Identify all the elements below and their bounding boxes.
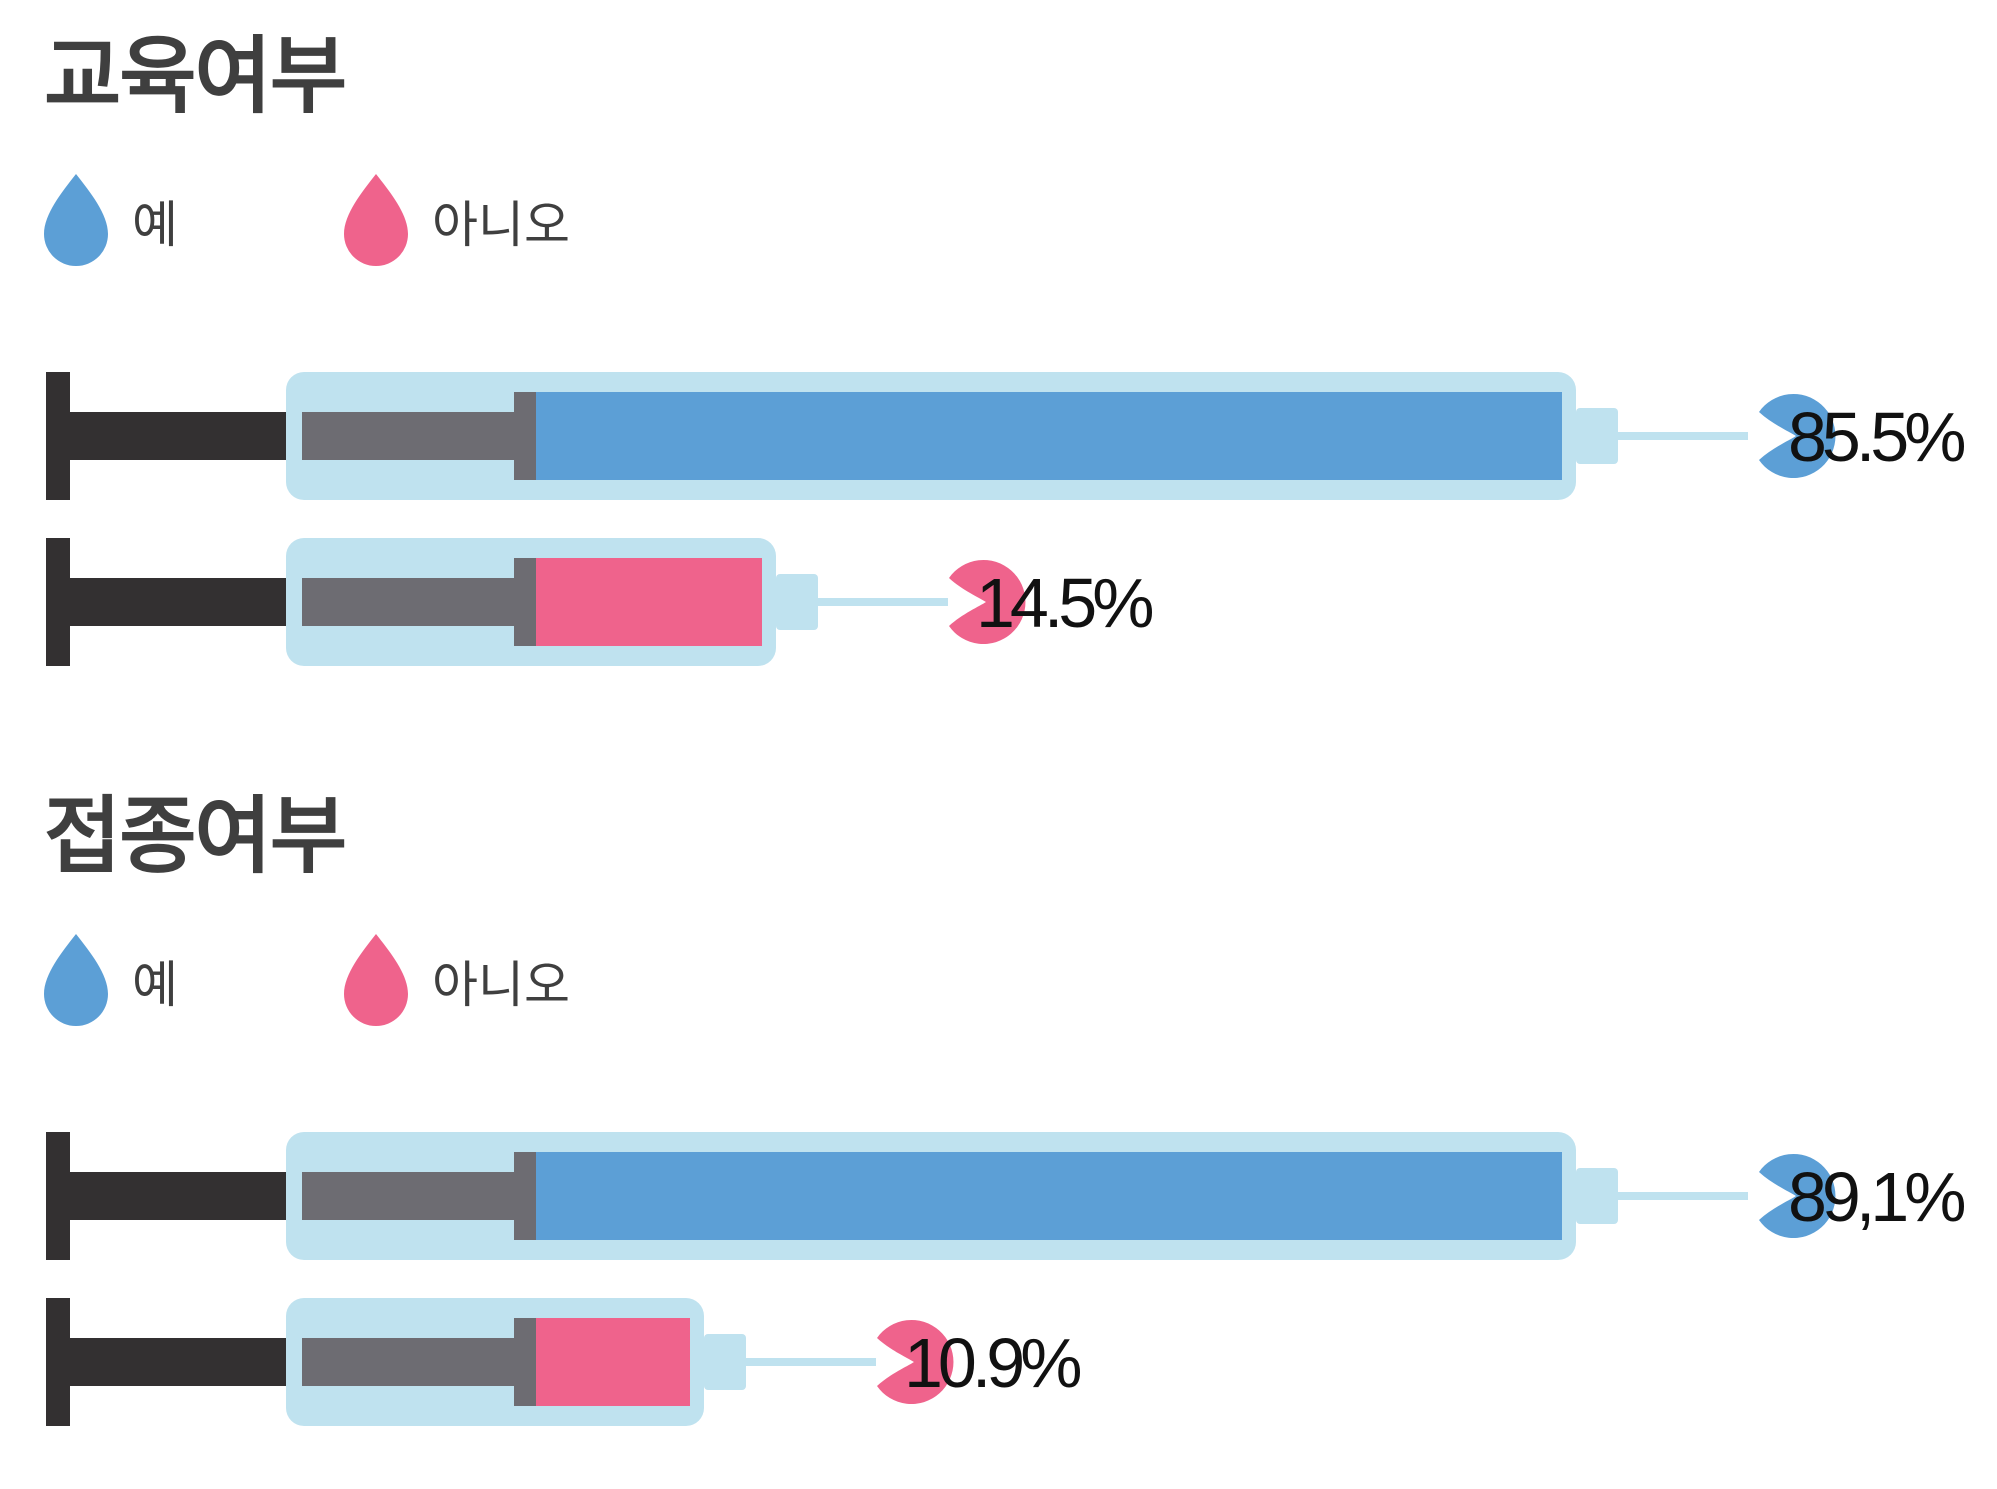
barrel-tip — [704, 1334, 746, 1390]
value-drop — [877, 1320, 954, 1404]
inner-rod — [302, 1172, 516, 1220]
stopper — [514, 558, 536, 646]
education-chart: 교육여부 예 아니오 85.5% 14.5% — [0, 0, 1997, 729]
bar-fill — [536, 558, 762, 646]
legend-label-yes: 예 — [132, 196, 178, 254]
bar-fill — [536, 1152, 1562, 1240]
pink-drop-icon — [344, 934, 408, 1026]
bar-fill — [536, 392, 1562, 480]
plunger-rod — [70, 1338, 286, 1386]
needle — [818, 598, 948, 606]
legend-label-no: 아니오 — [432, 956, 570, 1014]
chart-title: 접종여부 — [44, 787, 347, 885]
plunger-rod — [70, 412, 286, 460]
bar-fill — [536, 1318, 690, 1406]
plunger-rod — [70, 578, 286, 626]
plunger-handle — [46, 372, 70, 500]
legend-label-yes: 예 — [132, 956, 178, 1014]
syringe-bars: 89,1% 10.9% — [46, 1132, 1969, 1426]
plunger-handle — [46, 1298, 70, 1426]
value-drop — [1759, 394, 1836, 478]
value-drop — [1759, 1154, 1836, 1238]
inner-rod — [302, 1338, 516, 1386]
vaccination-chart: 접종여부 예 아니오 89,1% 10.9% — [0, 760, 1997, 1489]
legend: 예 아니오 — [44, 170, 744, 270]
blue-drop-icon — [44, 174, 108, 266]
barrel-tip — [776, 574, 818, 630]
syringe-no: 14.5% — [46, 538, 1157, 666]
plunger-handle — [46, 538, 70, 666]
legend-label-no: 아니오 — [432, 196, 570, 254]
value-drop — [949, 560, 1026, 644]
syringe-yes: 85.5% — [46, 372, 1969, 500]
stopper — [514, 1152, 536, 1240]
value-label: 85.5% — [1788, 398, 1964, 476]
legend: 예 아니오 — [44, 930, 744, 1030]
stopper — [514, 392, 536, 480]
stopper — [514, 1318, 536, 1406]
barrel-tip — [1576, 1168, 1618, 1224]
needle — [746, 1358, 876, 1366]
value-label: 89,1% — [1788, 1158, 1964, 1236]
inner-rod — [302, 412, 516, 460]
syringe-no: 10.9% — [46, 1298, 1085, 1426]
barrel-tip — [1576, 408, 1618, 464]
value-label: 14.5% — [976, 564, 1152, 642]
syringe-bars: 85.5% 14.5% — [46, 372, 1969, 666]
needle — [1618, 1192, 1748, 1200]
syringe-yes: 89,1% — [46, 1132, 1969, 1260]
needle — [1618, 432, 1748, 440]
plunger-rod — [70, 1172, 286, 1220]
pink-drop-icon — [344, 174, 408, 266]
chart-title: 교육여부 — [44, 27, 347, 125]
value-label: 10.9% — [904, 1324, 1080, 1402]
blue-drop-icon — [44, 934, 108, 1026]
inner-rod — [302, 578, 516, 626]
plunger-handle — [46, 1132, 70, 1260]
